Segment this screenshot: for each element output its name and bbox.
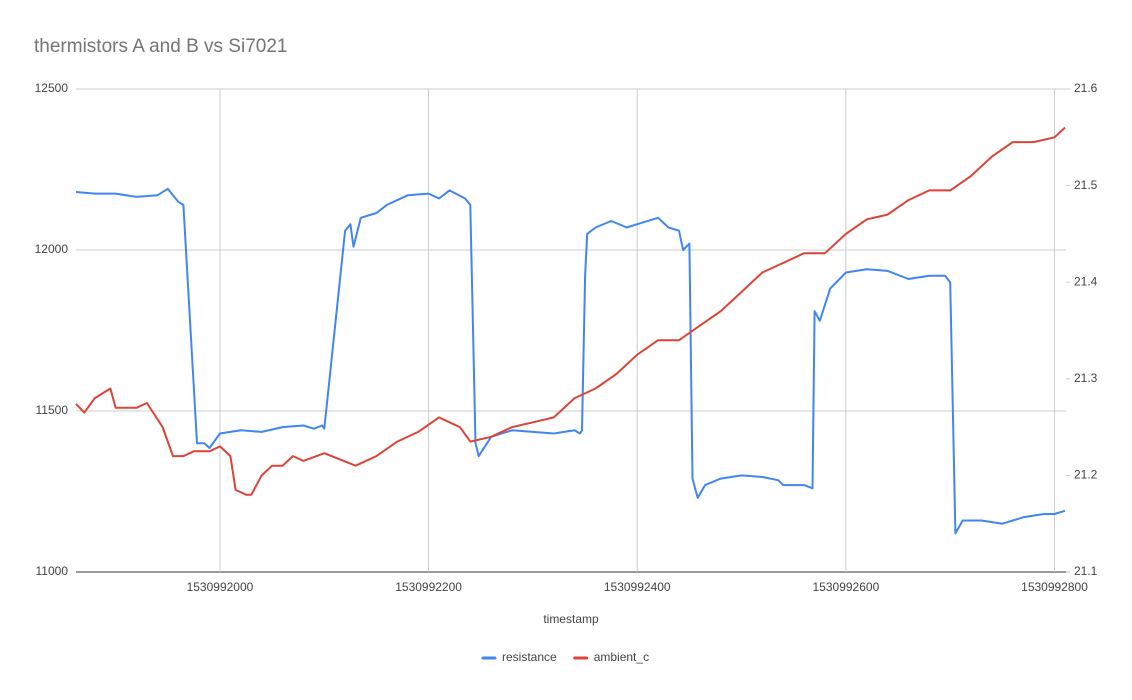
y2-tick-label: 21.2 bbox=[1074, 468, 1098, 482]
x-tick-label: 1530992000 bbox=[187, 580, 254, 594]
series-line bbox=[75, 126, 1066, 496]
y2-tick-label: 21.5 bbox=[1074, 178, 1098, 192]
series-line bbox=[75, 187, 1066, 535]
x-tick-label: 1530992600 bbox=[813, 580, 880, 594]
y-tick-label: 12000 bbox=[35, 242, 69, 256]
y-tick-label: 12500 bbox=[35, 81, 69, 95]
y2-tick-label: 21.4 bbox=[1074, 274, 1098, 288]
x-tick-label: 1530992200 bbox=[395, 580, 462, 594]
x-axis-title: timestamp bbox=[543, 612, 599, 626]
x-tick-label: 1530992800 bbox=[1021, 580, 1088, 594]
legend-label: ambient_c bbox=[594, 650, 649, 664]
y-tick-label: 11000 bbox=[36, 564, 69, 578]
legend-label: resistance bbox=[502, 650, 557, 664]
y2-tick-label: 21.1 bbox=[1074, 564, 1098, 578]
y-tick-label: 11500 bbox=[36, 403, 69, 417]
y2-tick-label: 21.6 bbox=[1074, 81, 1098, 95]
chart-title: thermistors A and B vs Si7021 bbox=[34, 36, 287, 57]
y2-tick-label: 21.3 bbox=[1074, 371, 1098, 385]
x-tick-label: 1530992400 bbox=[604, 580, 671, 594]
